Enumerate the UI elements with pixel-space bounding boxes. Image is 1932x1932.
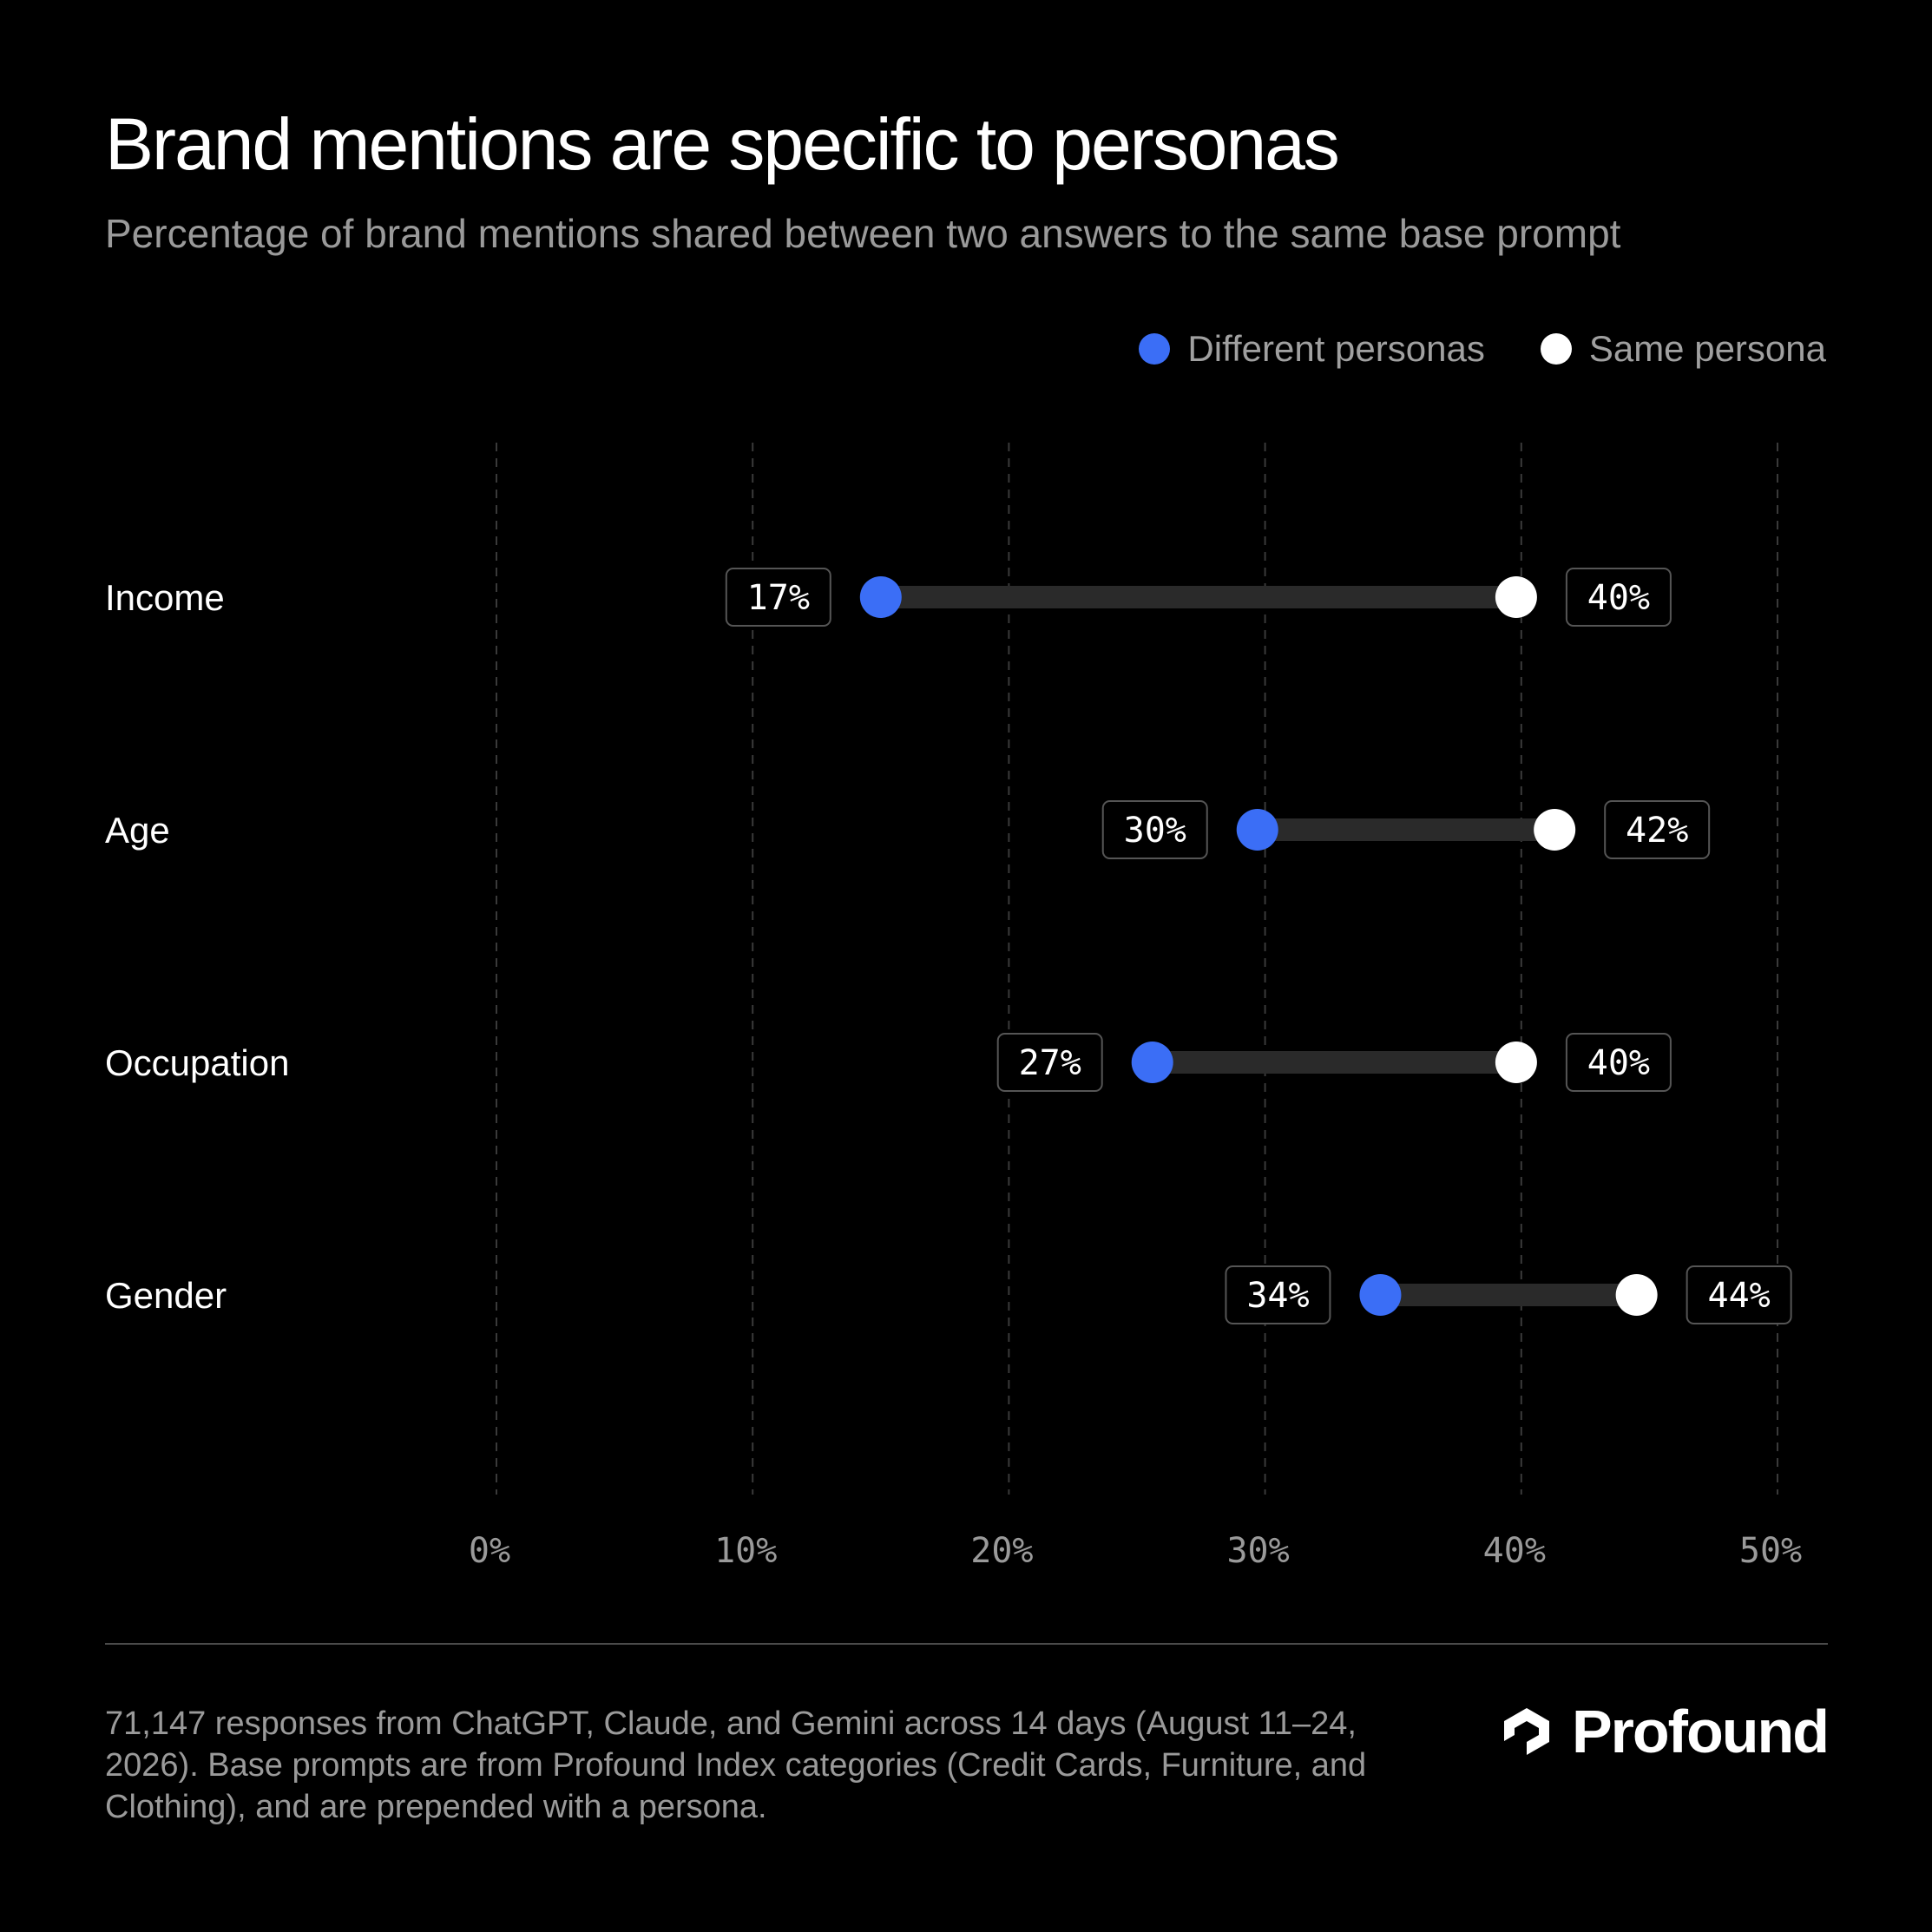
value-label-same: 44% [1708,1276,1771,1316]
value-label-same: 40% [1587,578,1650,618]
category-label: Income [105,577,225,618]
dumbbell-chart: 0% 10% 20% 30% 40% 50% Income 17% 40% Age 30% 42% Oc… [105,443,1802,1571]
dot-same-persona [1495,1042,1537,1083]
x-tick-label: 20% [970,1531,1033,1571]
value-box-different [725,568,831,627]
value-label-same: 40% [1587,1043,1650,1083]
dot-same-persona [1615,1274,1658,1316]
value-box-same [1686,1265,1792,1324]
x-tick-label: 10% [714,1531,777,1571]
value-label-different: 30% [1124,811,1186,851]
legend-label-different: Different personas [1187,328,1485,369]
x-tick-label: 30% [1226,1531,1289,1571]
value-box-different [1225,1265,1331,1324]
category-label: Age [105,810,170,851]
value-label-different: 34% [1246,1276,1309,1316]
value-box-different [1101,800,1208,859]
dot-different-personas [1359,1274,1402,1316]
dot-same-persona [1495,576,1537,618]
value-box-same [1604,800,1711,859]
chart-title: Brand mentions are specific to personas [105,103,1340,185]
x-tick-label: 40% [1483,1531,1546,1571]
value-box-same [1565,568,1672,627]
value-label-same: 42% [1626,811,1688,851]
legend-dot-different [1139,333,1171,365]
footnote: 71,147 responses from ChatGPT, Claude, a… [105,1705,1367,1825]
category-label: Gender [105,1275,227,1316]
legend-item-different: Different personas [1139,328,1485,370]
x-tick-label: 50% [1739,1531,1802,1571]
value-label-different: 17% [747,578,810,618]
category-label: Occupation [105,1042,289,1083]
legend-dot-same [1540,333,1572,365]
value-box-same [1565,1033,1672,1092]
dot-same-persona [1534,809,1576,851]
value-label-different: 27% [1019,1043,1081,1083]
legend-label-same: Same persona [1588,328,1826,369]
x-tick-label: 0% [469,1531,510,1571]
brand-logo: Profound [1501,1697,1830,1766]
dot-different-personas [1131,1042,1173,1083]
chart-subtitle: Percentage of brand mentions shared betw… [105,211,1621,256]
dot-different-personas [859,576,902,618]
value-box-different [996,1033,1103,1092]
chart-legend: Different personas Same persona [1139,328,1826,370]
legend-item-same: Same persona [1540,328,1826,370]
footer-divider [105,1643,1828,1645]
brand-name: Profound [1571,1698,1830,1765]
profound-logo-icon [1503,1708,1549,1755]
dot-different-personas [1236,809,1278,851]
